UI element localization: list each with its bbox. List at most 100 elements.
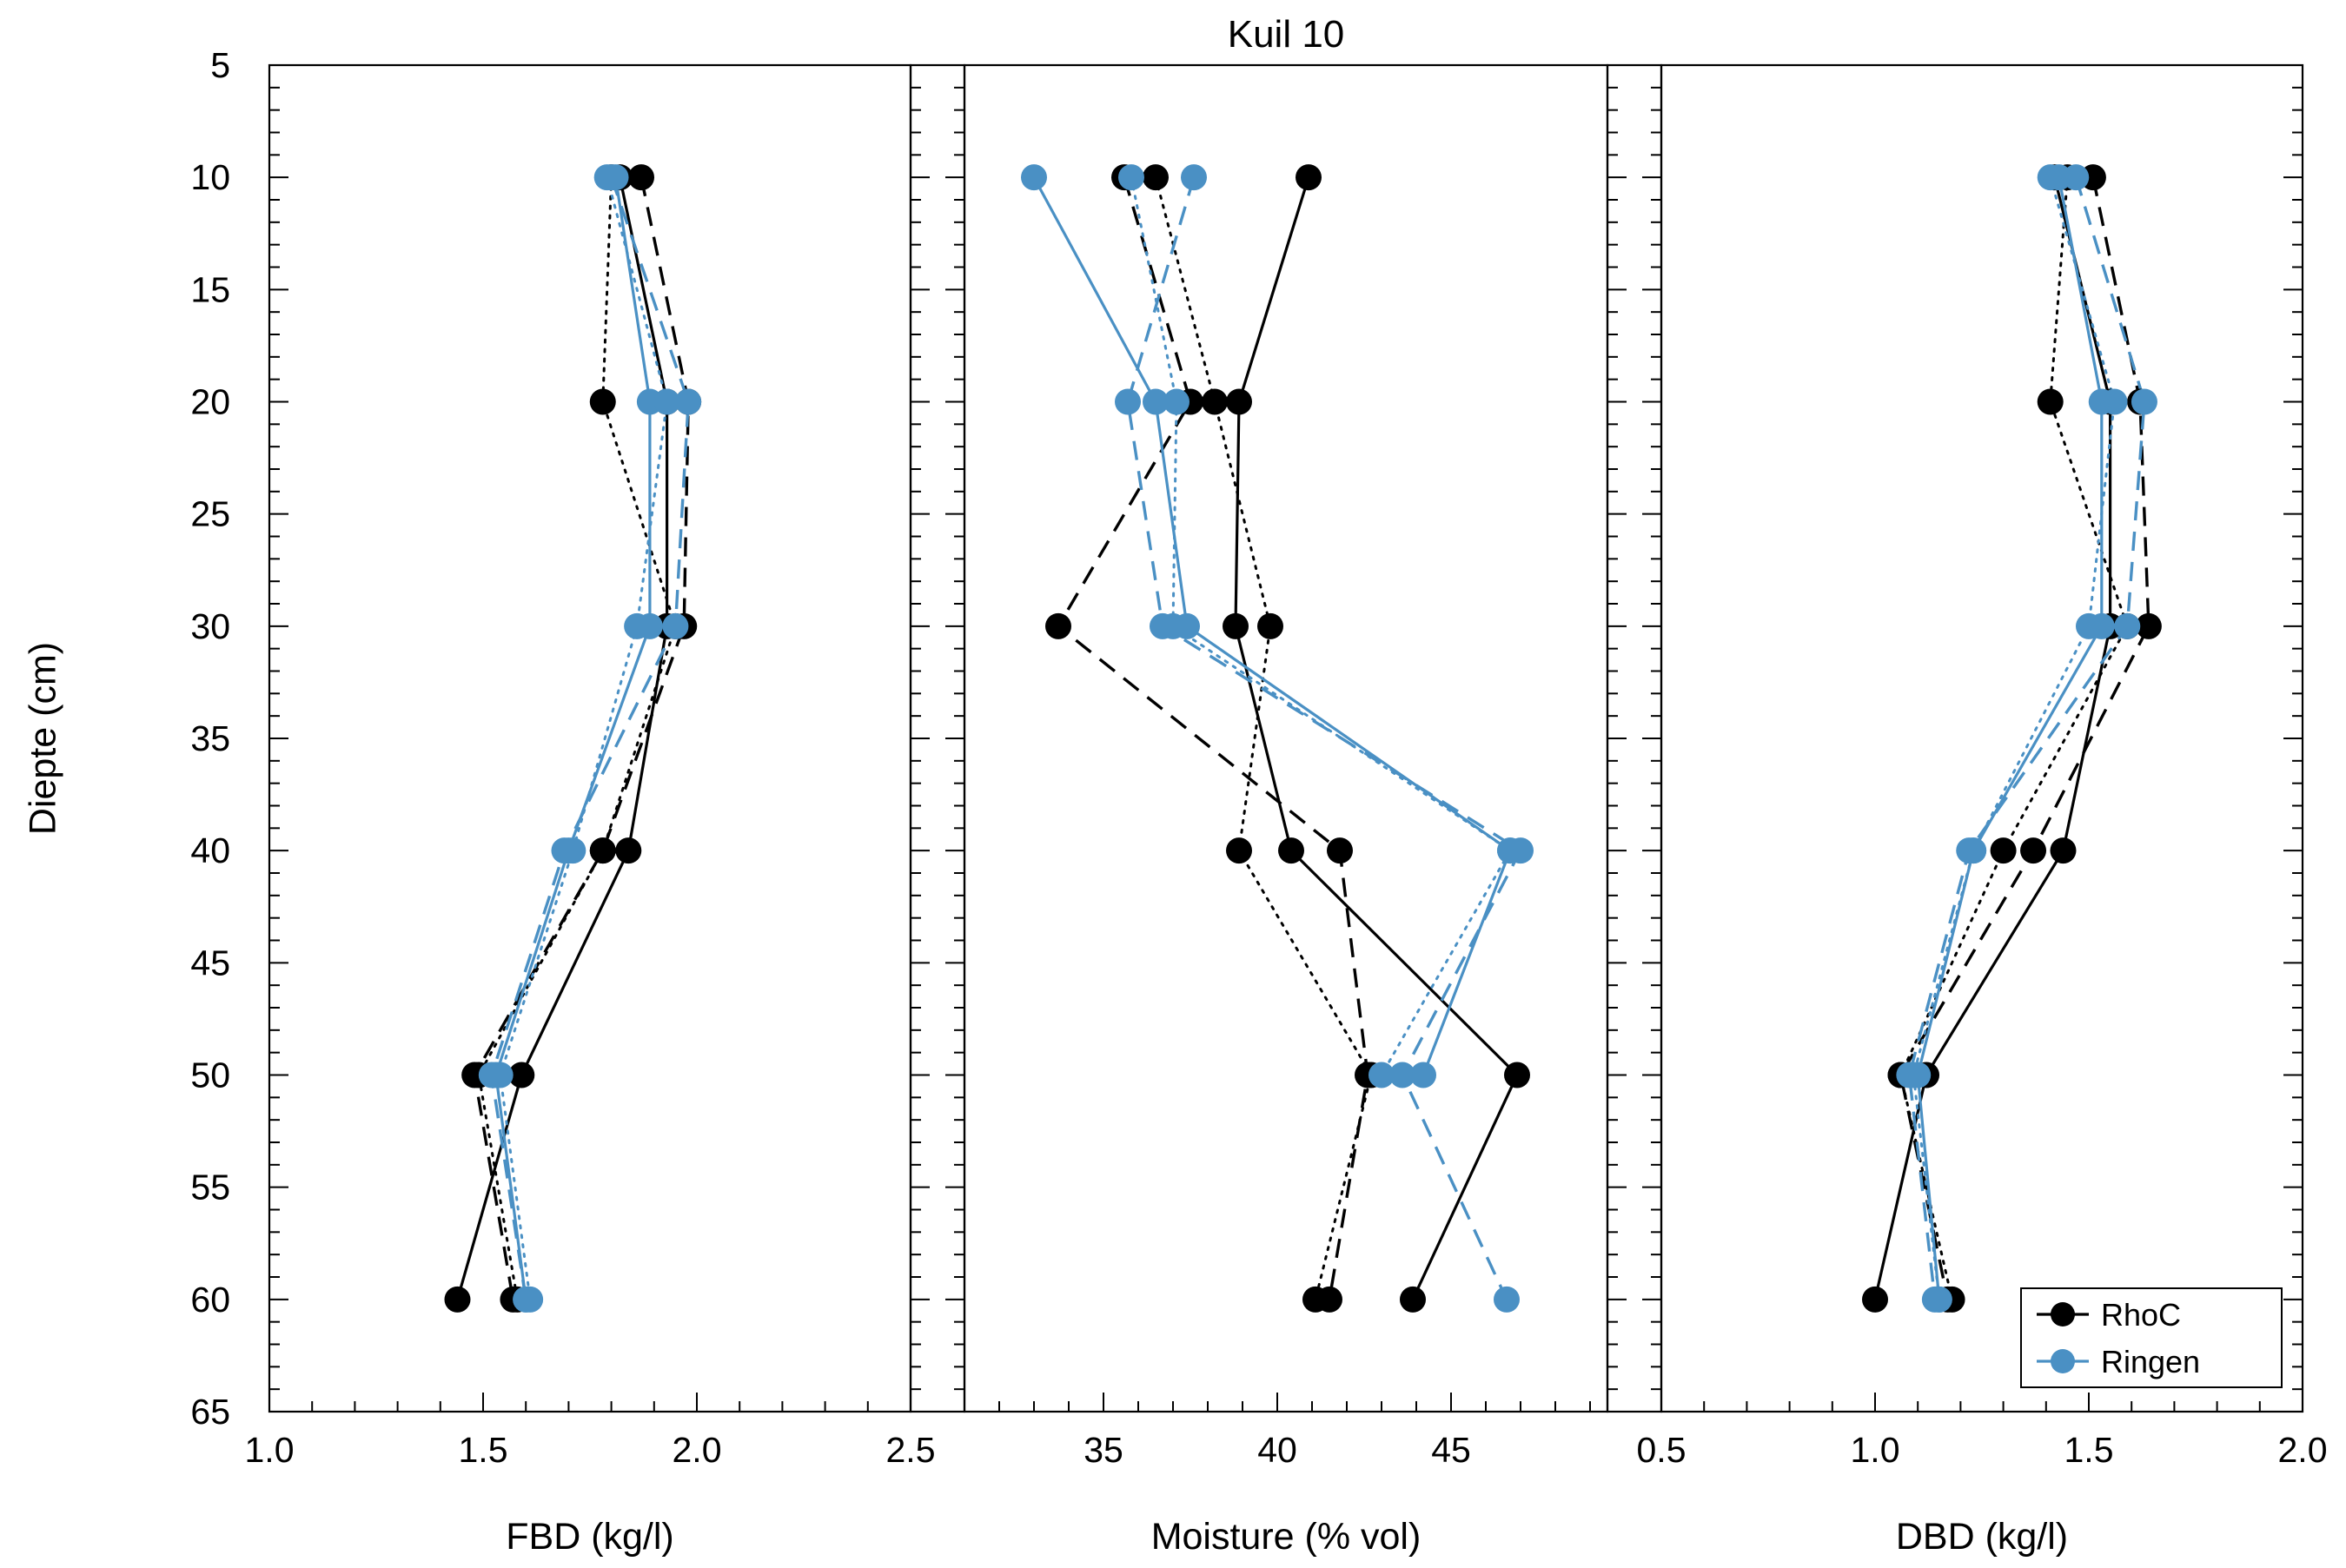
y-tick-label-30: 30 bbox=[190, 606, 230, 646]
legend-label-ringen: Ringen bbox=[2101, 1344, 2200, 1379]
moisture-series-rhoc-solid-line bbox=[1234, 176, 1519, 1300]
fbd-ringen-dashed-point-2 bbox=[662, 612, 689, 639]
fbd-ringen-dashed-point-1 bbox=[675, 388, 702, 415]
panel-moisture: 35 40 45 Moisture (% vol) bbox=[963, 63, 1609, 1558]
moisture-ringen-dashed-point-1 bbox=[1115, 388, 1141, 415]
dbd-x-axis-label: DBD (kg/l) bbox=[1896, 1516, 2068, 1558]
panel-frame-moisture bbox=[963, 63, 1609, 1413]
dbd-rhoc-dashed-point-3 bbox=[2020, 837, 2047, 864]
fbd-series-ringen-solid-line bbox=[494, 176, 652, 1300]
y-tick-label-10: 10 bbox=[190, 157, 230, 197]
moisture-rhoc-dotted-point-1 bbox=[1202, 388, 1228, 415]
y-tick-label-15: 15 bbox=[190, 269, 230, 309]
moisture-ringen-dashed-point-4 bbox=[1389, 1062, 1415, 1088]
fbd-ringen-dotted-point-5 bbox=[517, 1286, 544, 1313]
dbd-series-rhoc-dashed-line bbox=[1899, 176, 2150, 1300]
fbd-ringen-dotted-point-2 bbox=[624, 612, 651, 639]
moisture-rhoc-solid-point-3 bbox=[1278, 837, 1304, 864]
dbd-xtick-label-2: 1.5 bbox=[2064, 1430, 2114, 1470]
fbd-xtick-label-2: 2.0 bbox=[673, 1430, 722, 1470]
moisture-rhoc-solid-point-1 bbox=[1226, 388, 1252, 415]
moisture-xtick-label-1: 40 bbox=[1257, 1430, 1297, 1470]
dbd-ringen-dotted-point-1 bbox=[2101, 388, 2128, 415]
y-tick-label-20: 20 bbox=[190, 382, 230, 422]
panel-frame-fbd bbox=[268, 63, 912, 1413]
moisture-ringen-dotted-point-3 bbox=[1497, 837, 1523, 864]
legend: RhoC Ringen bbox=[2020, 1287, 2283, 1388]
dbd-series-ringen-solid-line bbox=[1916, 176, 2104, 1300]
moisture-ringen-solid-point-4 bbox=[1410, 1062, 1436, 1088]
dbd-series-ringen-dotted-line bbox=[1912, 175, 2117, 1301]
dbd-rhoc-dotted-point-1 bbox=[2037, 388, 2064, 415]
dbd-xtick-label-3: 2.0 bbox=[2278, 1430, 2328, 1470]
fbd-xtick-label-1: 1.5 bbox=[459, 1430, 508, 1470]
moisture-rhoc-dashed-point-3 bbox=[1327, 837, 1353, 864]
panel-frame-dbd bbox=[1660, 63, 2304, 1413]
moisture-ringen-dashed-point-0 bbox=[1181, 164, 1207, 191]
dbd-rhoc-dashed-point-2 bbox=[2135, 612, 2162, 639]
moisture-rhoc-dashed-point-2 bbox=[1045, 612, 1071, 639]
moisture-ringen-solid-point-1 bbox=[1143, 388, 1169, 415]
dbd-series-rhoc-dotted-line bbox=[1899, 175, 2129, 1301]
fbd-ringen-dotted-point-4 bbox=[487, 1062, 514, 1088]
moisture-x-axis-label: Moisture (% vol) bbox=[1151, 1516, 1422, 1558]
legend-marker-ringen bbox=[2051, 1349, 2075, 1373]
y-tick-label-50: 50 bbox=[190, 1055, 230, 1095]
fbd-ringen-dotted-point-1 bbox=[653, 388, 680, 415]
y-tick-label-60: 60 bbox=[190, 1280, 230, 1320]
fbd-rhoc-solid-point-4 bbox=[508, 1062, 535, 1088]
moisture-rhoc-dotted-point-5 bbox=[1302, 1286, 1329, 1313]
dbd-ringen-dotted-point-5 bbox=[1925, 1286, 1952, 1313]
dbd-ringen-dashed-point-2 bbox=[2114, 612, 2141, 639]
fbd-ringen-dotted-point-0 bbox=[593, 164, 620, 191]
panel-dbd: 0.5 1.0 1.5 2.0 DBD (kg/l) bbox=[1637, 63, 2328, 1558]
legend-marker-rhoc bbox=[2051, 1302, 2075, 1327]
fbd-rhoc-dashed-point-0 bbox=[628, 164, 655, 191]
dbd-rhoc-dotted-point-3 bbox=[1990, 837, 2017, 864]
fbd-rhoc-solid-point-3 bbox=[615, 837, 642, 864]
y-tick-label-25: 25 bbox=[190, 494, 230, 534]
dbd-ringen-dotted-point-3 bbox=[1960, 837, 1987, 864]
dbd-ringen-dotted-point-2 bbox=[2076, 612, 2102, 639]
dbd-ringen-dotted-point-4 bbox=[1900, 1062, 1927, 1088]
dbd-series-ringen-dashed-line bbox=[1907, 176, 2146, 1300]
y-tick-label-45: 45 bbox=[190, 943, 230, 982]
moisture-xtick-label-2: 45 bbox=[1431, 1430, 1471, 1470]
moisture-ringen-dotted-point-2 bbox=[1160, 612, 1186, 639]
fbd-series-ringen-dashed-line bbox=[490, 176, 690, 1300]
fbd-series-ringen-dotted-line bbox=[499, 175, 669, 1301]
moisture-xtick-label-0: 35 bbox=[1084, 1430, 1123, 1470]
moisture-rhoc-dotted-point-3 bbox=[1226, 837, 1252, 864]
dbd-ringen-dotted-point-0 bbox=[2037, 164, 2064, 191]
fbd-rhoc-solid-point-5 bbox=[444, 1286, 471, 1313]
y-tick-label-35: 35 bbox=[190, 718, 230, 758]
y-axis-label: Diepte (cm) bbox=[22, 642, 63, 835]
moisture-ringen-dotted-point-4 bbox=[1368, 1062, 1395, 1088]
moisture-rhoc-dotted-point-2 bbox=[1257, 612, 1283, 639]
fbd-x-axis-label: FBD (kg/l) bbox=[506, 1516, 674, 1558]
dbd-xtick-label-0: 0.5 bbox=[1637, 1430, 1687, 1470]
panel-fbd: 1.0 1.5 2.0 2.5 FBD (kg/l) bbox=[245, 63, 936, 1558]
y-tick-label-40: 40 bbox=[190, 830, 230, 870]
moisture-rhoc-solid-point-4 bbox=[1504, 1062, 1530, 1088]
moisture-series-ringen-dashed-line bbox=[1126, 176, 1523, 1300]
dbd-xtick-label-1: 1.0 bbox=[1851, 1430, 1900, 1470]
y-tick-label-5: 5 bbox=[210, 45, 230, 85]
legend-label-rhoc: RhoC bbox=[2101, 1297, 2181, 1333]
y-tick-label-55: 55 bbox=[190, 1168, 230, 1207]
moisture-ringen-dotted-point-1 bbox=[1163, 388, 1190, 415]
fbd-series-rhoc-dashed-line bbox=[473, 176, 690, 1300]
fbd-ringen-dotted-point-3 bbox=[560, 837, 586, 864]
dbd-ringen-dashed-point-0 bbox=[2063, 164, 2090, 191]
moisture-series-rhoc-dashed-line bbox=[1056, 176, 1369, 1300]
dbd-series-rhoc-solid-line bbox=[1873, 176, 2112, 1300]
gutter-axis-2 bbox=[1606, 63, 1663, 1413]
moisture-rhoc-solid-point-2 bbox=[1223, 612, 1249, 639]
moisture-series-ringen-dotted-line bbox=[1130, 175, 1512, 1076]
chart-title: Kuil 10 bbox=[1228, 13, 1345, 56]
fbd-xtick-label-3: 2.5 bbox=[886, 1430, 936, 1470]
gutter-axis-1 bbox=[909, 63, 966, 1413]
dbd-rhoc-solid-point-3 bbox=[2050, 837, 2077, 864]
